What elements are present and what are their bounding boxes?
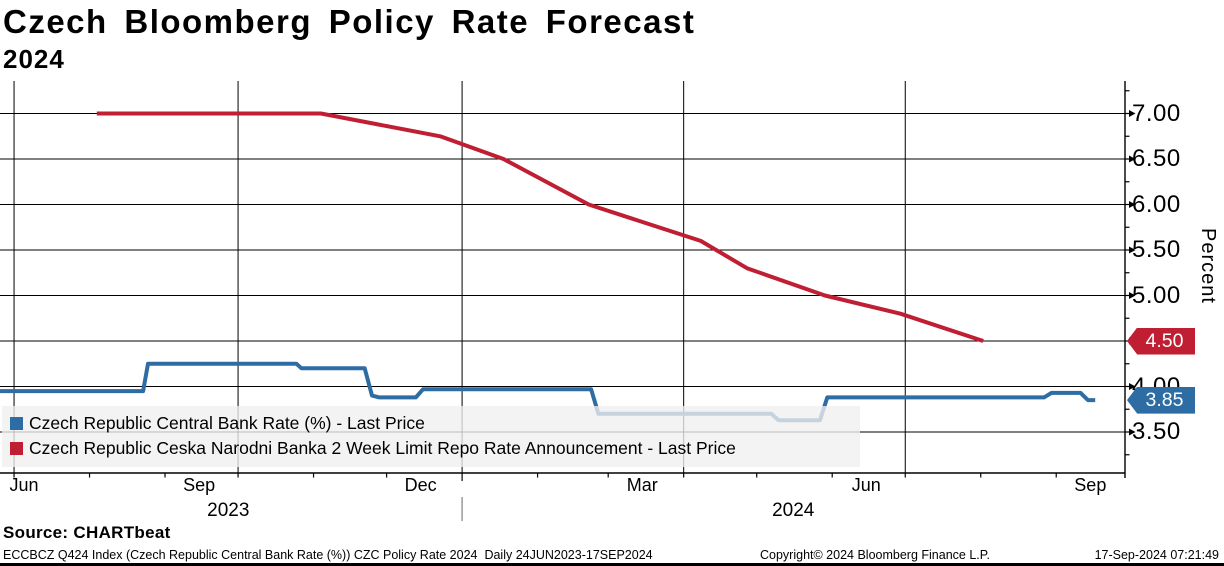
y-axis-title: Percent — [1197, 228, 1219, 304]
legend-label: Czech Republic Ceska Narodni Banka 2 Wee… — [29, 438, 736, 458]
x-axis-month-label: Mar — [626, 475, 658, 495]
y-axis-tick-label: 6.50 — [1132, 145, 1181, 172]
page-subtitle: 2024 — [3, 44, 65, 74]
legend-swatch-icon — [10, 442, 23, 455]
legend: Czech Republic Central Bank Rate (%) - L… — [2, 406, 860, 467]
x-axis-month-label: Dec — [404, 475, 437, 495]
footer-copyright: Copyright© 2024 Bloomberg Finance L.P. — [760, 548, 990, 562]
x-axis-month-label: Jun — [9, 475, 39, 495]
x-axis-month-label: Sep — [1074, 475, 1107, 495]
x-axis-month-label: Sep — [183, 475, 216, 495]
y-axis-tick-label: 5.50 — [1132, 236, 1181, 263]
legend-item: Czech Republic Central Bank Rate (%) - L… — [10, 411, 860, 436]
footer-description: ECCBCZ Q424 Index (Czech Republic Centra… — [3, 548, 653, 562]
y-axis-tick-label: 3.50 — [1132, 418, 1181, 445]
y-axis-tick-label: 5.00 — [1132, 281, 1181, 309]
bottom-border — [0, 563, 1224, 566]
last-price-badge: 3.85 — [1127, 386, 1195, 414]
legend-label: Czech Republic Central Bank Rate (%) - L… — [29, 413, 425, 433]
last-price-badge: 4.50 — [1127, 327, 1195, 355]
footer-bar: ECCBCZ Q424 Index (Czech Republic Centra… — [0, 548, 1224, 564]
y-axis-tick-label: 6.00 — [1132, 190, 1181, 218]
legend-item: Czech Republic Ceska Narodni Banka 2 Wee… — [10, 436, 860, 461]
legend-swatch-icon — [10, 417, 23, 430]
page-title: Czech Bloomberg Policy Rate Forecast — [3, 3, 696, 40]
footer-timestamp: 17-Sep-2024 07:21:49 — [1094, 548, 1219, 562]
x-axis-year-label: 2024 — [772, 500, 815, 521]
source-label: Source: CHARTbeat — [3, 523, 171, 542]
y-axis-tick-label: 7.00 — [1132, 99, 1181, 127]
x-axis-month-label: Jun — [851, 475, 881, 495]
x-axis-year-label: 2023 — [207, 500, 250, 521]
